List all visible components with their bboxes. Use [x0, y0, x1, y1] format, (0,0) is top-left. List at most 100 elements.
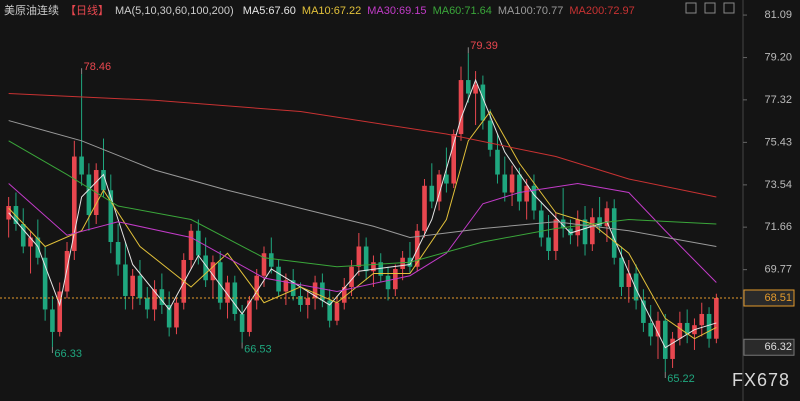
candle-body: [86, 174, 92, 216]
candle-body: [714, 297, 719, 339]
candle-body: [677, 322, 683, 339]
candle-body: [115, 241, 121, 265]
candle-body: [495, 149, 500, 175]
candle-body: [524, 185, 529, 202]
candle-body: [130, 275, 135, 296]
candle-body: [290, 280, 296, 296]
candle-body: [144, 298, 150, 310]
candle-body: [210, 262, 216, 281]
candle-body: [232, 282, 238, 314]
candle-body: [400, 257, 405, 269]
annotation: 66.53: [244, 344, 272, 356]
candle-body: [305, 298, 311, 305]
marker-label: 66.32: [764, 341, 792, 353]
candle-body: [619, 257, 624, 287]
candle-body: [349, 266, 354, 287]
candle-body: [137, 275, 143, 299]
candle-body: [225, 282, 230, 303]
candle-body: [72, 156, 77, 251]
candle-body: [502, 174, 508, 193]
legend-entry: MA10:67.22: [301, 5, 362, 17]
legend-entry: MA100:70.77: [497, 5, 564, 17]
candle-body: [50, 309, 55, 332]
candle-body: [261, 253, 267, 276]
y-tick-label: 71.66: [764, 221, 792, 233]
candle-body: [575, 219, 581, 236]
legend-entry: MA5:67.60: [242, 5, 296, 17]
annotation: 78.46: [84, 61, 112, 73]
candle-body: [509, 174, 515, 193]
candle-body: [611, 208, 617, 258]
icon[interactable]: [704, 2, 716, 14]
candle-body: [101, 170, 106, 191]
candle-body: [312, 282, 318, 299]
candle-body: [706, 313, 712, 339]
candle-body: [28, 237, 33, 247]
candle-body: [458, 80, 464, 135]
ma-line: [8, 120, 717, 247]
candle-body: [662, 320, 668, 359]
candle-body: [152, 289, 157, 310]
candle-body: [341, 286, 347, 303]
candle-body: [465, 80, 471, 94]
icon[interactable]: [685, 2, 697, 14]
candle-body: [320, 282, 325, 301]
candle-body: [538, 210, 544, 238]
candle-body: [597, 217, 602, 227]
candle-body: [159, 289, 165, 305]
candle-body: [487, 120, 493, 150]
candle-body: [371, 262, 376, 272]
ma-label: MA(5,10,30,60,100,200): [115, 5, 234, 17]
candle-body: [363, 246, 369, 272]
candle-body: [188, 230, 194, 260]
candle-body: [13, 206, 19, 225]
candle-body: [203, 255, 208, 281]
candle-body: [254, 275, 260, 301]
candle-body: [269, 253, 274, 267]
candle-body: [429, 185, 435, 202]
candle-body: [166, 304, 172, 328]
annotation: 65.22: [667, 373, 695, 385]
candle-body: [217, 262, 223, 303]
ma-line: [8, 93, 717, 198]
candle-body: [633, 273, 639, 301]
candle-body: [283, 280, 289, 292]
candle-body: [42, 257, 48, 310]
candle-body: [604, 208, 610, 227]
y-tick-label: 79.20: [764, 51, 792, 63]
annotation: 66.33: [54, 348, 82, 360]
candle-body: [276, 266, 281, 292]
candle-body: [298, 295, 303, 305]
candle-body: [378, 262, 384, 276]
candle-body: [670, 338, 675, 359]
candle-body: [334, 302, 340, 321]
y-tick-label: 73.54: [764, 179, 792, 191]
candle-body: [568, 228, 573, 236]
candle-body: [385, 275, 391, 290]
y-tick-label: 69.77: [764, 264, 792, 276]
candle-body: [517, 174, 522, 202]
instrument-title: 美原油连续: [4, 5, 59, 17]
candle-body: [422, 185, 427, 231]
candle-body: [641, 300, 646, 323]
candle-body: [590, 217, 595, 245]
price-box: [743, 289, 795, 307]
candle-body: [546, 237, 551, 251]
legend-entry: MA60:71.64: [432, 5, 492, 17]
candle-body: [247, 300, 252, 332]
legend-entry: MA200:72.97: [569, 5, 635, 17]
candle-body: [436, 174, 442, 202]
candle-body: [327, 300, 332, 321]
candle-body: [648, 322, 653, 337]
ma-line: [8, 78, 717, 349]
candle-body: [626, 273, 632, 287]
candle-body: [560, 219, 566, 229]
ma-line: [8, 140, 717, 268]
candle-body: [699, 313, 705, 326]
icon[interactable]: [723, 2, 735, 14]
y-tick-label: 81.09: [764, 9, 792, 21]
period[interactable]: 【日线】: [65, 5, 109, 17]
candle-body: [356, 246, 362, 267]
